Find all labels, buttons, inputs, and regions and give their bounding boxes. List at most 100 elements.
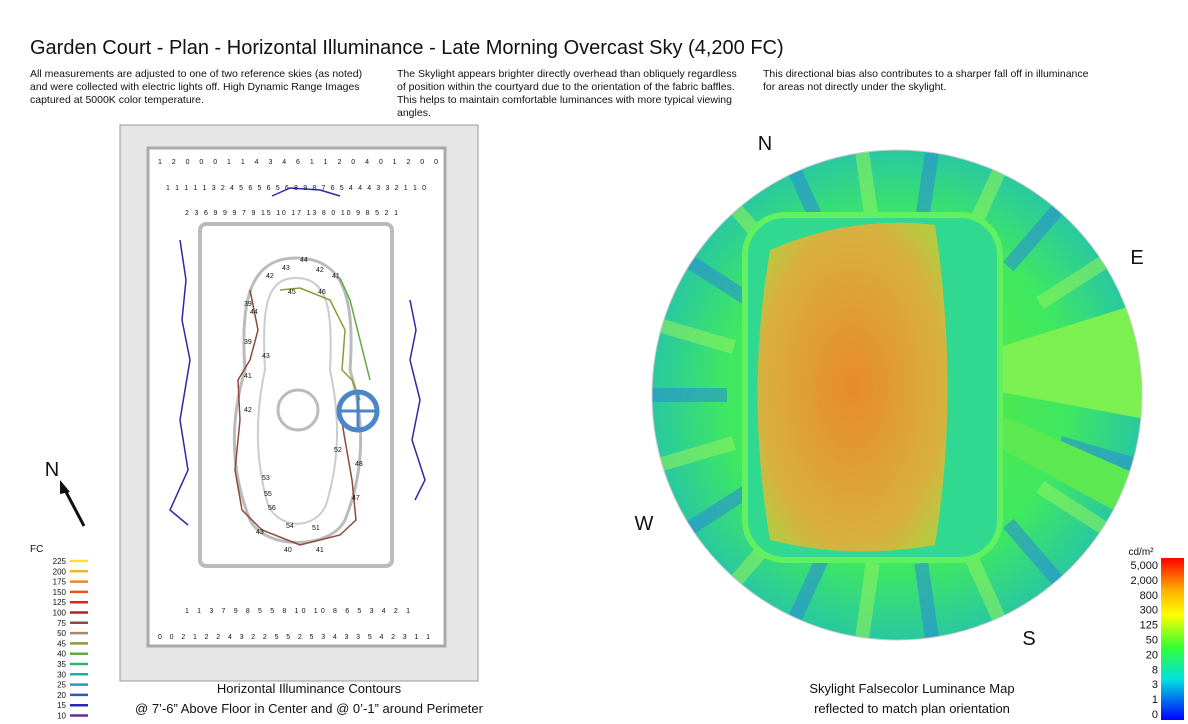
legend-label: 125 <box>53 598 67 607</box>
contour <box>409 299 426 501</box>
legend-label: 150 <box>53 588 67 597</box>
legend-label: 25 <box>57 681 66 690</box>
plan-number: 54 <box>286 523 294 530</box>
plan-number-row: 0 0 2 1 2 2 4 3 2 2 5 5 2 5 3 4 3 3 5 4 … <box>158 634 430 641</box>
contour <box>339 277 371 381</box>
north-label: N <box>45 459 59 481</box>
fountain-center <box>276 388 320 432</box>
scale-label: 1 <box>1152 694 1158 706</box>
scale-label: 2,000 <box>1130 575 1158 587</box>
north-arrowhead <box>60 480 70 494</box>
plan-number: 52 <box>334 447 342 454</box>
caption: reflected to match plan orientation <box>814 701 1010 716</box>
plan-number-row: 1 1 3 7 9 8 5 5 8 10 10 8 6 5 3 4 2 1 <box>185 608 410 615</box>
plan-number: 40 <box>284 547 292 554</box>
scale-label: 0 <box>1152 709 1158 721</box>
scale-label: 125 <box>1140 620 1158 632</box>
plan-number: 39 <box>244 301 252 308</box>
legend-label: 50 <box>57 629 66 638</box>
contour <box>279 287 361 401</box>
scale-label: 8 <box>1152 664 1158 676</box>
plan-number: 43 <box>282 265 290 272</box>
scale-unit: cd/m² <box>1129 547 1155 558</box>
note: All measurements are adjusted to one of … <box>30 68 363 106</box>
caption: Skylight Falsecolor Luminance Map <box>809 681 1014 696</box>
scale-label: 300 <box>1140 605 1158 617</box>
compass-label: S <box>1022 628 1035 650</box>
plan-number: 43 <box>262 353 270 360</box>
legend-label: 30 <box>57 670 66 679</box>
plan-number: 41 <box>244 373 252 380</box>
legend-label: 200 <box>53 567 67 576</box>
legend-unit: FC <box>30 544 43 555</box>
scale-labels: 5,000 2,000 800 300 125 50 20 8 3 1 0 <box>1130 560 1158 721</box>
plan-number: 53 <box>262 475 270 482</box>
legend-label: 15 <box>57 701 66 710</box>
plan-number: 56 <box>268 505 276 512</box>
colorbar <box>1161 558 1184 720</box>
plan-number: 41 <box>332 273 340 280</box>
baffle <box>655 436 736 473</box>
plan-number: 44 <box>300 257 308 264</box>
skylight-core <box>757 222 948 552</box>
plan-number: 48 <box>355 461 363 468</box>
scale-label: 50 <box>1146 635 1158 647</box>
baffle <box>1036 253 1112 309</box>
compass-label: E <box>1130 247 1143 269</box>
plan <box>119 124 479 682</box>
light-beam <box>985 410 1142 530</box>
fountain-inner <box>256 276 339 525</box>
map-edge <box>651 149 1143 641</box>
plan-number-row: 2 3 6 9 9 9 7 9 15 10 17 13 8 0 10 9 8 5… <box>185 210 398 217</box>
plan-number: 47 <box>352 495 360 502</box>
caption: Horizontal Illuminance Contours <box>217 681 402 696</box>
compass-label: N <box>758 133 772 155</box>
falsecolor-map <box>652 150 1142 640</box>
legend-label: 10 <box>57 712 66 721</box>
legend-label: 75 <box>57 619 66 628</box>
plan-number: 45 <box>288 289 296 296</box>
legend-label: 35 <box>57 660 66 669</box>
plan-number: 44 <box>250 309 258 316</box>
legend-label: 175 <box>53 578 67 587</box>
plan-number: 42 <box>244 407 252 414</box>
legend-label: 100 <box>53 609 67 618</box>
plan-number: 43 <box>256 529 264 536</box>
legend-label: 40 <box>57 650 66 659</box>
baffle <box>1003 201 1067 272</box>
plan-number: 42 <box>316 267 324 274</box>
fountain-outline <box>232 256 363 544</box>
legend-label: 45 <box>57 639 66 648</box>
baffle <box>655 317 736 354</box>
note: This directional bias also contributes t… <box>763 68 1089 93</box>
contour <box>169 239 191 526</box>
legend-label: 20 <box>57 691 66 700</box>
contour <box>271 187 341 197</box>
plan-number: 41 <box>316 547 324 554</box>
baffle <box>854 562 880 640</box>
title: Garden Court - Plan - Horizontal Illumin… <box>30 37 784 59</box>
baffle <box>961 546 1008 626</box>
scale-label: 3 <box>1152 679 1158 691</box>
plan-number: 39 <box>244 339 252 346</box>
inner-court <box>198 222 394 568</box>
baffle <box>1003 518 1067 589</box>
plan-numbers: 1 2 0 0 0 1 1 4 3 4 6 1 1 2 0 4 0 1 2 0 … <box>158 159 438 641</box>
scale-label: 5,000 <box>1130 560 1158 572</box>
scale-label: 20 <box>1146 649 1158 661</box>
note: The Skylight appears brighter directly o… <box>397 68 737 119</box>
light-beam <box>990 300 1142 420</box>
legend-label: 225 <box>53 557 67 566</box>
compass-label: W <box>635 513 654 535</box>
plan-number: 55 <box>264 491 272 498</box>
north-arrow <box>62 487 86 527</box>
baffle <box>914 562 940 640</box>
scale-label: 800 <box>1140 590 1158 602</box>
plan-number-row: 1 2 0 0 0 1 1 4 3 4 6 1 1 2 0 4 0 1 2 0 … <box>158 159 438 166</box>
plan-number: 42 <box>266 273 274 280</box>
baffle <box>1036 481 1112 537</box>
plan-number-row: 1 1 1 1 1 3 2 4 5 6 5 6 5 6 8 9 8 7 6 5 … <box>166 185 426 192</box>
